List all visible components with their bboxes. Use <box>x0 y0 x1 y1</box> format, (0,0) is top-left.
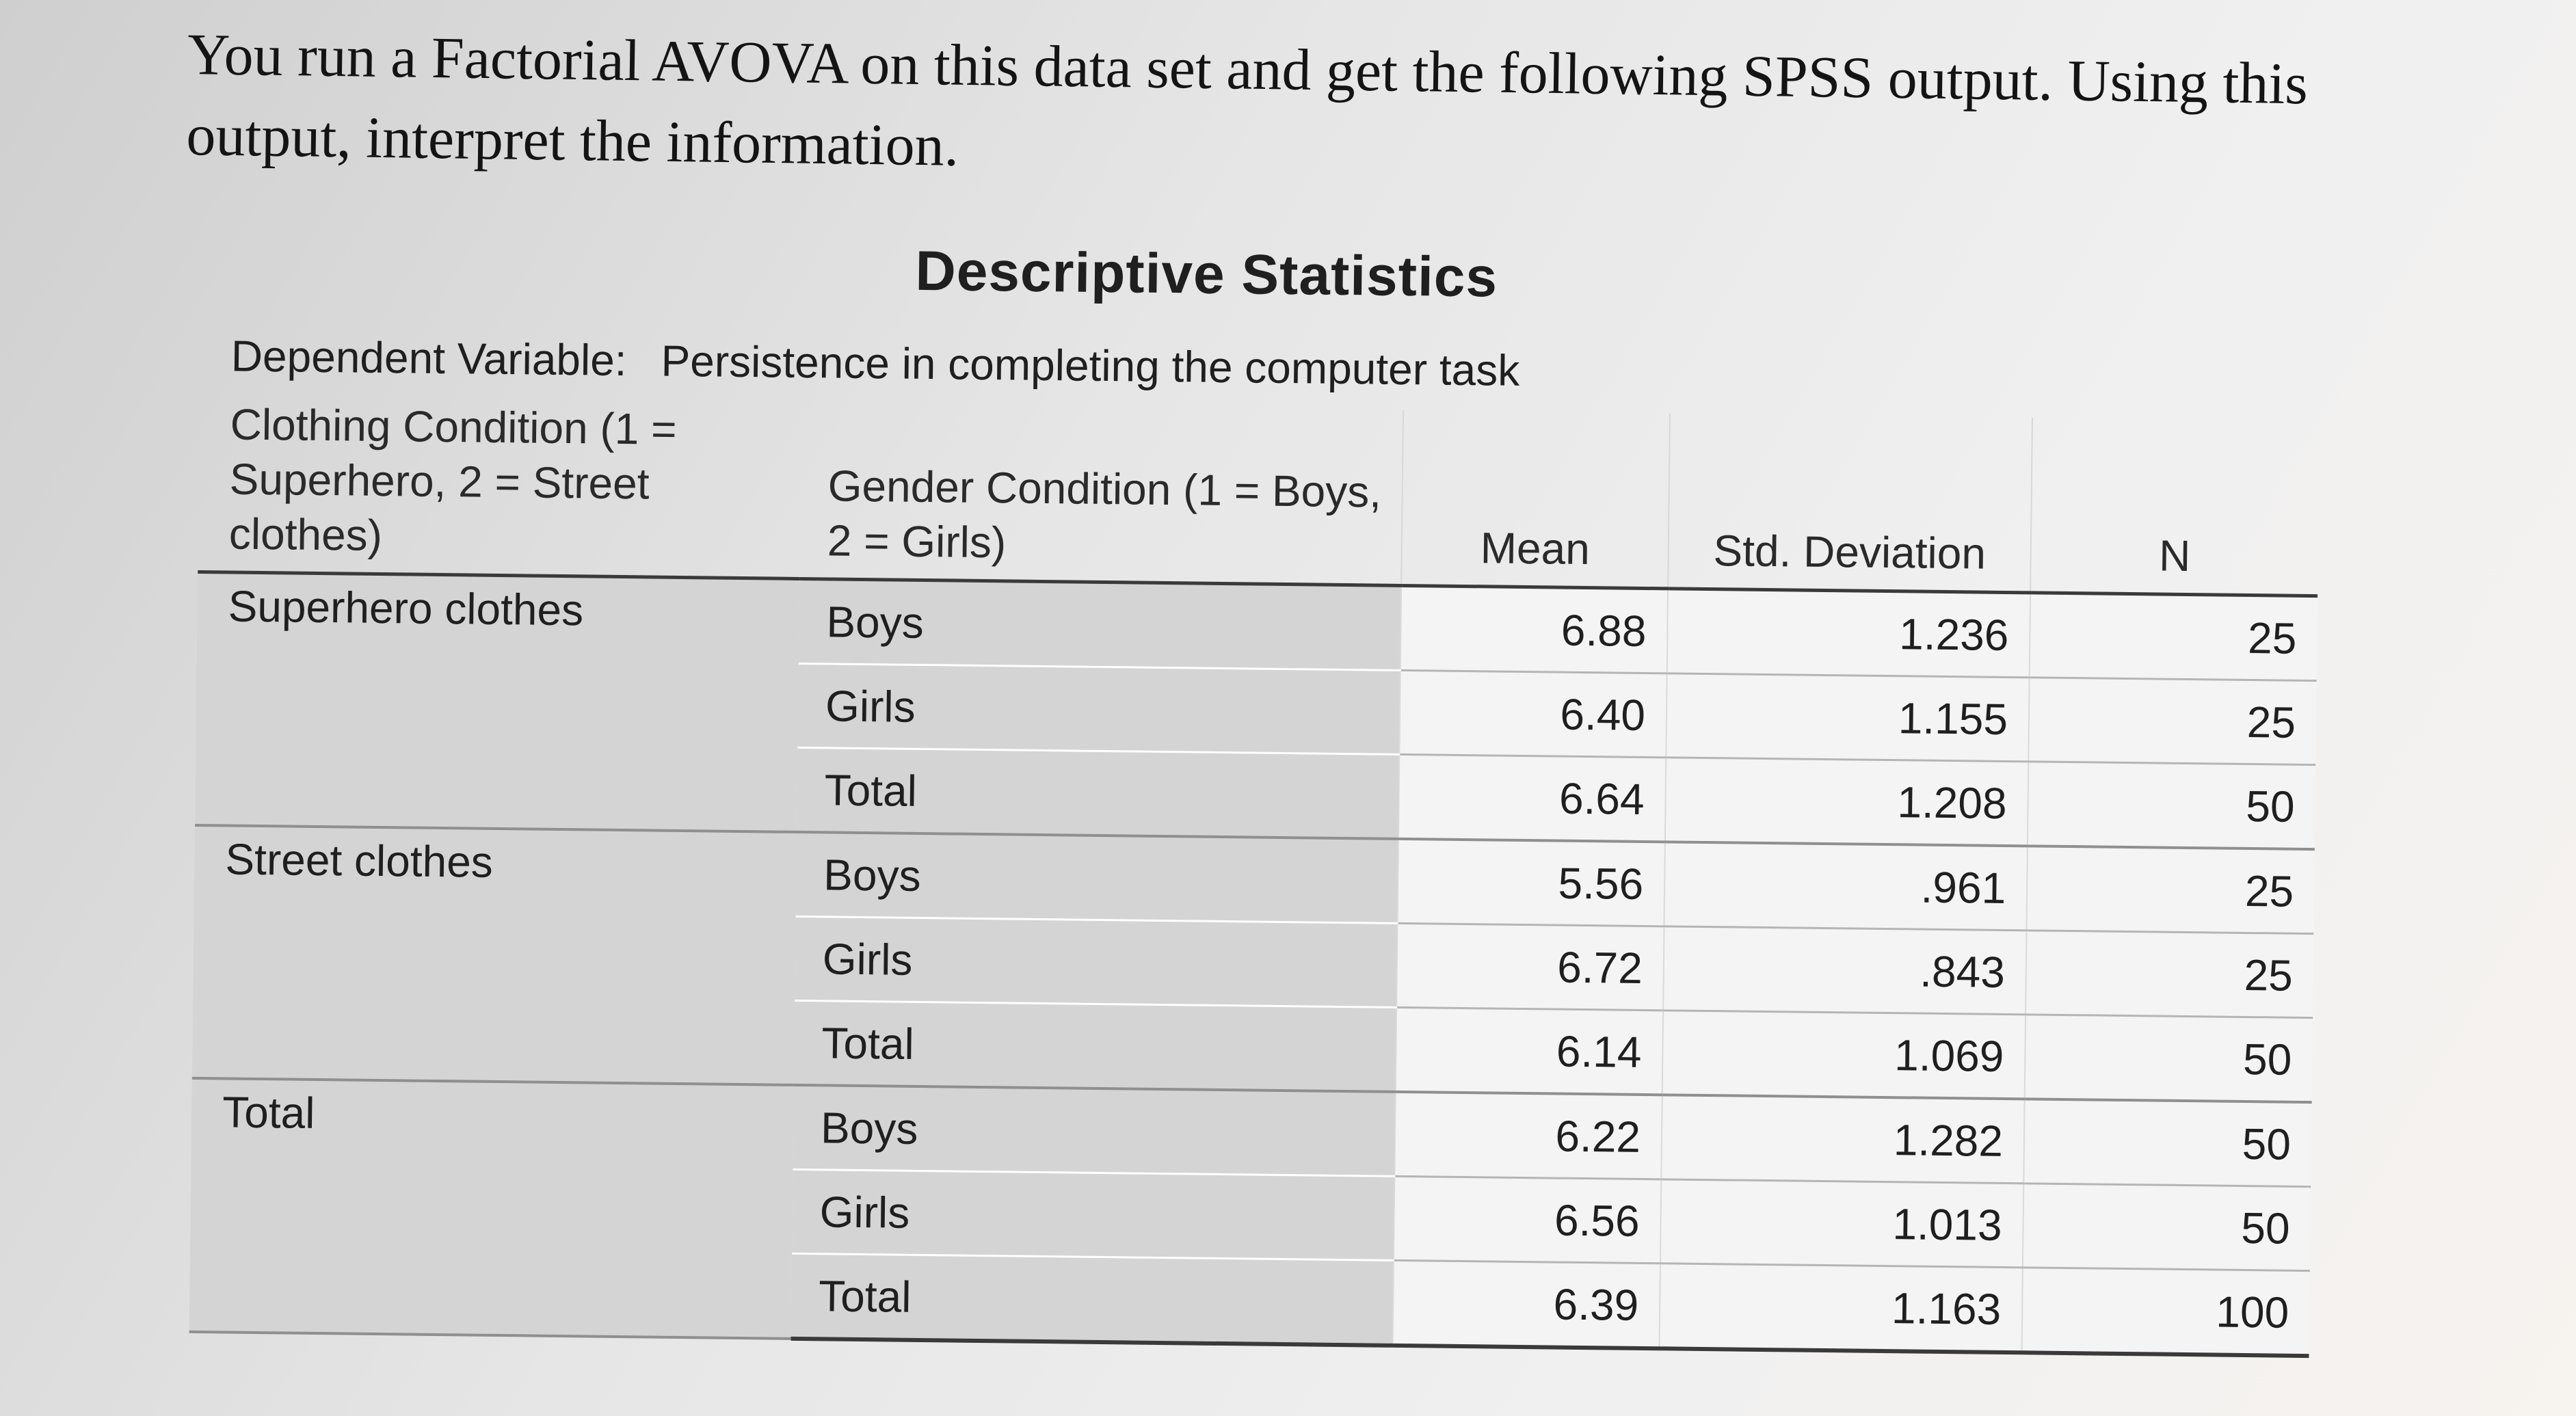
cell-n: 25 <box>2026 846 2315 934</box>
cell-n: 50 <box>2024 1014 2313 1103</box>
cell-mean: 6.72 <box>1396 923 1664 1011</box>
cell-std-deviation: 1.163 <box>1659 1263 2023 1353</box>
header-clothing-condition: Clothing Condition (1 = Superhero, 2 = S… <box>198 396 802 579</box>
header-mean: Mean <box>1401 410 1671 589</box>
cell-mean: 6.39 <box>1392 1260 1660 1349</box>
header-row: Clothing Condition (1 = Superhero, 2 = S… <box>198 396 2320 596</box>
cell-std-deviation: 1.013 <box>1660 1179 2024 1268</box>
question-prompt: You run a Factorial AVOVA on this data s… <box>186 14 2499 207</box>
cell-n: 100 <box>2021 1267 2310 1357</box>
row-gender: Total <box>796 747 1400 839</box>
cell-mean: 5.56 <box>1397 838 1665 926</box>
cell-std-deviation: 1.208 <box>1664 757 2029 846</box>
cell-std-deviation: 1.236 <box>1667 588 2031 678</box>
cell-n: 25 <box>2029 592 2318 681</box>
row-gender: Girls <box>797 663 1400 755</box>
table-title: Descriptive Statistics <box>915 239 1498 309</box>
row-gender: Boys <box>795 831 1398 924</box>
row-gender: Total <box>791 1253 1394 1346</box>
cell-std-deviation: 1.155 <box>1666 673 2030 762</box>
cell-std-deviation: .843 <box>1663 926 2027 1015</box>
statistics-grid: Clothing Condition (1 = Superhero, 2 = S… <box>189 396 2320 1358</box>
row-gender: Boys <box>798 578 1402 671</box>
header-std-deviation: Std. Deviation <box>1668 413 2032 593</box>
cell-n: 50 <box>2022 1183 2311 1271</box>
group-label-total: Total <box>189 1078 794 1339</box>
cell-n: 25 <box>2028 677 2317 765</box>
group-label-superhero: Superhero clothes <box>195 572 800 832</box>
header-gender-condition: Gender Condition (1 = Boys, 2 = Girls) <box>799 403 1404 586</box>
dependent-variable-label: Dependent Variable: <box>230 331 627 386</box>
row-gender: Girls <box>792 1169 1395 1261</box>
header-n: N <box>2030 417 2320 596</box>
cell-n: 25 <box>2026 930 2314 1018</box>
cell-mean: 6.14 <box>1395 1007 1664 1095</box>
cell-mean: 6.56 <box>1393 1176 1662 1264</box>
cell-mean: 6.22 <box>1394 1091 1662 1179</box>
cell-mean: 6.64 <box>1398 754 1667 842</box>
cell-mean: 6.88 <box>1400 585 1669 673</box>
cell-std-deviation: .961 <box>1664 842 2028 931</box>
cell-n: 50 <box>2027 761 2316 850</box>
row-gender: Boys <box>793 1084 1396 1177</box>
row-gender: Total <box>793 1000 1397 1092</box>
cell-n: 50 <box>2023 1099 2312 1187</box>
descriptive-statistics-table: Descriptive Statistics Dependent Variabl… <box>189 226 2320 1358</box>
cell-std-deviation: 1.282 <box>1661 1095 2025 1184</box>
row-gender: Girls <box>795 916 1398 1008</box>
cell-std-deviation: 1.069 <box>1662 1010 2026 1099</box>
cell-mean: 6.40 <box>1399 670 1667 758</box>
dependent-variable-value: Persistence in completing the computer t… <box>661 336 1520 395</box>
group-label-street: Street clothes <box>191 825 797 1085</box>
